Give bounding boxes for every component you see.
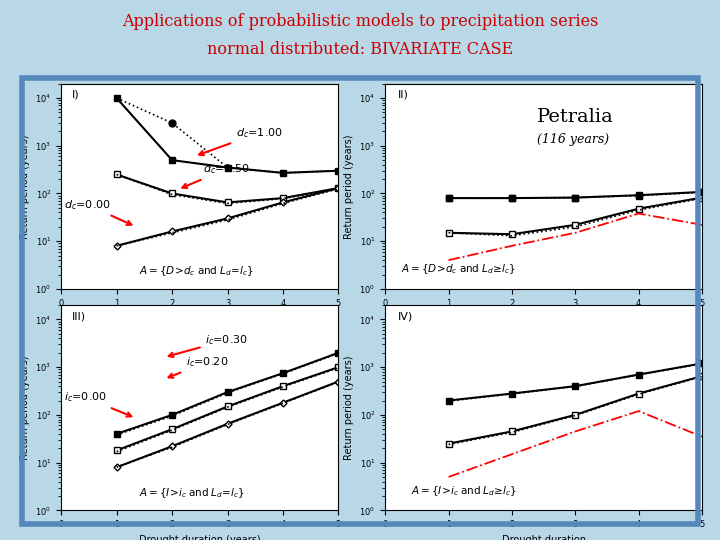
Text: $d_c$=1.00: $d_c$=1.00 [199, 126, 283, 155]
Text: $i_c$=0.00: $i_c$=0.00 [64, 390, 131, 417]
Text: $d_c$=0.50: $d_c$=0.50 [182, 162, 250, 188]
Text: $A = \{D\!>\!d_c\;{\rm and}\;L_d\!\geq\!l_c\}$: $A = \{D\!>\!d_c\;{\rm and}\;L_d\!\geq\!… [401, 262, 516, 276]
Text: I): I) [72, 90, 80, 100]
X-axis label: Drought duration (years): Drought duration (years) [483, 313, 604, 323]
Text: III): III) [72, 311, 86, 321]
Y-axis label: Return period (years): Return period (years) [19, 134, 30, 239]
Text: normal distributed: BIVARIATE CASE: normal distributed: BIVARIATE CASE [207, 40, 513, 57]
Y-axis label: Return period (years): Return period (years) [19, 355, 30, 460]
Text: IV): IV) [398, 311, 413, 321]
Text: $A = \{D\!>\!d_c\;{\rm and}\;L_d\!=\!l_c\}$: $A = \{D\!>\!d_c\;{\rm and}\;L_d\!=\!l_c… [139, 265, 253, 279]
Text: $d_c$=0.00: $d_c$=0.00 [64, 198, 131, 225]
Text: $i_c$=0.30: $i_c$=0.30 [168, 333, 248, 357]
Y-axis label: Return period (years): Return period (years) [343, 134, 354, 239]
Text: $A = \{I\!>\!i_c\;{\rm and}\;L_d\!=\!l_c\}$: $A = \{I\!>\!i_c\;{\rm and}\;L_d\!=\!l_c… [139, 486, 245, 500]
X-axis label: Drought duration (years): Drought duration (years) [139, 313, 261, 323]
Text: II): II) [398, 90, 409, 100]
Text: (116 years): (116 years) [537, 133, 609, 146]
Text: Petralia: Petralia [537, 109, 614, 126]
Text: $i_c$=0.20: $i_c$=0.20 [168, 355, 228, 378]
Y-axis label: Return period (years): Return period (years) [343, 355, 354, 460]
X-axis label: Drought duration: Drought duration [502, 535, 585, 540]
Text: $A = \{I\!>\!i_c\;{\rm and}\;L_d\!\geq\!l_c\}$: $A = \{I\!>\!i_c\;{\rm and}\;L_d\!\geq\!… [410, 484, 517, 498]
Text: Applications of probabilistic models to precipitation series: Applications of probabilistic models to … [122, 14, 598, 30]
X-axis label: Drought duration (years): Drought duration (years) [139, 535, 261, 540]
